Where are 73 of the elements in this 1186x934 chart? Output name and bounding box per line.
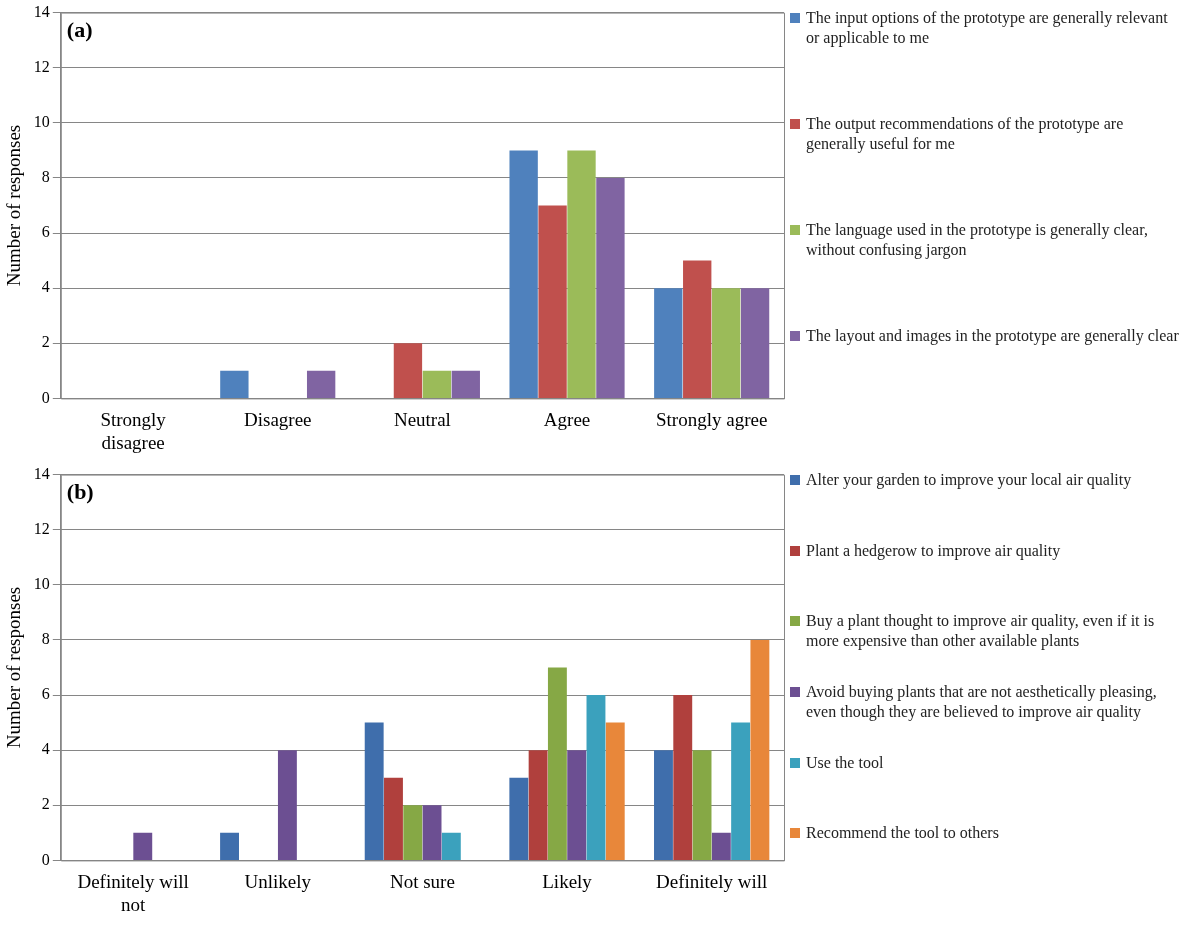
chart-title: (a)	[66, 17, 93, 43]
x-tick-label: Disagree	[243, 408, 312, 430]
x-tick-label: Strongly agree	[656, 408, 768, 430]
bar	[384, 777, 403, 860]
bar	[220, 832, 239, 860]
bar	[509, 777, 529, 860]
y-tick-label: 6	[41, 223, 50, 241]
bar	[451, 370, 480, 398]
bar	[538, 205, 567, 398]
bar	[422, 805, 442, 860]
x-tick-label: Definitely will not	[77, 870, 189, 915]
bar	[364, 722, 384, 860]
bar	[692, 750, 712, 860]
y-tick-label: 10	[33, 113, 50, 131]
bar	[509, 150, 538, 398]
bar	[711, 288, 741, 398]
y-tick-label: 8	[41, 630, 50, 648]
legend-label: Use the tool	[806, 752, 884, 773]
chart-title: (b)	[66, 479, 94, 505]
y-tick-label: 0	[41, 850, 50, 868]
y-tick-label: 2	[41, 333, 50, 351]
bar	[731, 722, 751, 860]
y-tick-label: 10	[33, 575, 50, 593]
legend-label: Alter your garden to improve your local air quality	[806, 470, 1132, 490]
y-axis-title: Number of responses	[3, 124, 25, 287]
bar	[673, 695, 693, 860]
x-tick-label: Strongly disagree	[100, 408, 167, 453]
x-tick-label: Definitely will	[656, 870, 768, 892]
bar	[403, 805, 423, 860]
legend-label: The input options of the prototype are generally relevant or applicable to me	[806, 8, 1169, 48]
bar	[547, 667, 567, 860]
legend-label: Avoid buying plants that are not aesthetically pleasing, even though they are believed to improve air quality	[806, 682, 1158, 723]
y-tick-label: 12	[33, 519, 50, 537]
bar	[306, 370, 336, 398]
x-tick-label: Not sure	[389, 870, 455, 892]
x-tick-label: Unlikely	[244, 870, 312, 892]
bar	[567, 150, 596, 398]
y-tick-label: 4	[41, 278, 50, 296]
y-tick-label: 2	[41, 795, 50, 813]
bar	[683, 260, 712, 398]
bar	[220, 370, 249, 398]
bar	[605, 722, 625, 860]
legend-label: Buy a plant thought to improve air quality, even if it is more expensive than other available plants	[806, 611, 1156, 652]
bar	[596, 177, 625, 398]
x-tick-label: Likely	[542, 870, 593, 892]
y-tick-label: 14	[33, 464, 50, 482]
x-tick-label: Agree	[543, 408, 591, 430]
bar	[422, 370, 452, 398]
bar	[711, 832, 731, 860]
bar	[528, 750, 548, 860]
legend-label: The output recommendations of the prototype are generally useful for me	[806, 114, 1125, 154]
bar	[654, 288, 683, 398]
bar	[133, 832, 153, 860]
y-axis-title: Number of responses	[3, 586, 25, 749]
y-tick-label: 12	[33, 57, 50, 75]
bar	[586, 695, 606, 860]
bar	[740, 288, 770, 398]
bar	[441, 832, 461, 860]
legend-label: The language used in the prototype is generally clear, without confusing jargon	[806, 220, 1149, 260]
y-tick-label: 8	[41, 168, 50, 186]
bar	[393, 343, 423, 398]
bar	[567, 750, 587, 860]
bar	[277, 750, 297, 860]
legend-label: Plant a hedgerow to improve air quality	[806, 540, 1061, 561]
y-tick-label: 14	[33, 2, 50, 20]
legend-label: Recommend the tool to others	[806, 823, 999, 844]
y-tick-label: 4	[41, 740, 50, 758]
bar	[654, 750, 673, 860]
bar	[750, 639, 770, 860]
y-tick-label: 6	[41, 685, 50, 703]
x-tick-label: Neutral	[393, 408, 451, 430]
y-tick-label: 0	[41, 388, 50, 406]
legend-label: The layout and images in the prototype are generally clear	[806, 326, 1179, 346]
